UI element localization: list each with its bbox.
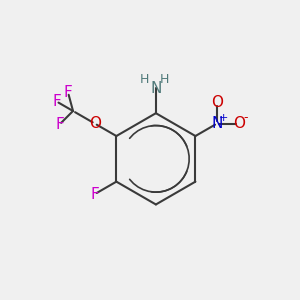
Text: H: H xyxy=(140,74,149,86)
Text: H: H xyxy=(160,74,169,86)
Text: F: F xyxy=(64,85,72,100)
Text: O: O xyxy=(89,116,101,131)
Text: F: F xyxy=(90,187,99,202)
Text: O: O xyxy=(211,95,223,110)
Text: F: F xyxy=(55,117,64,132)
Text: +: + xyxy=(219,112,228,123)
Text: F: F xyxy=(52,94,61,109)
Text: -: - xyxy=(243,111,248,124)
Text: N: N xyxy=(212,116,223,131)
Text: O: O xyxy=(233,116,245,131)
Text: N: N xyxy=(150,81,162,96)
